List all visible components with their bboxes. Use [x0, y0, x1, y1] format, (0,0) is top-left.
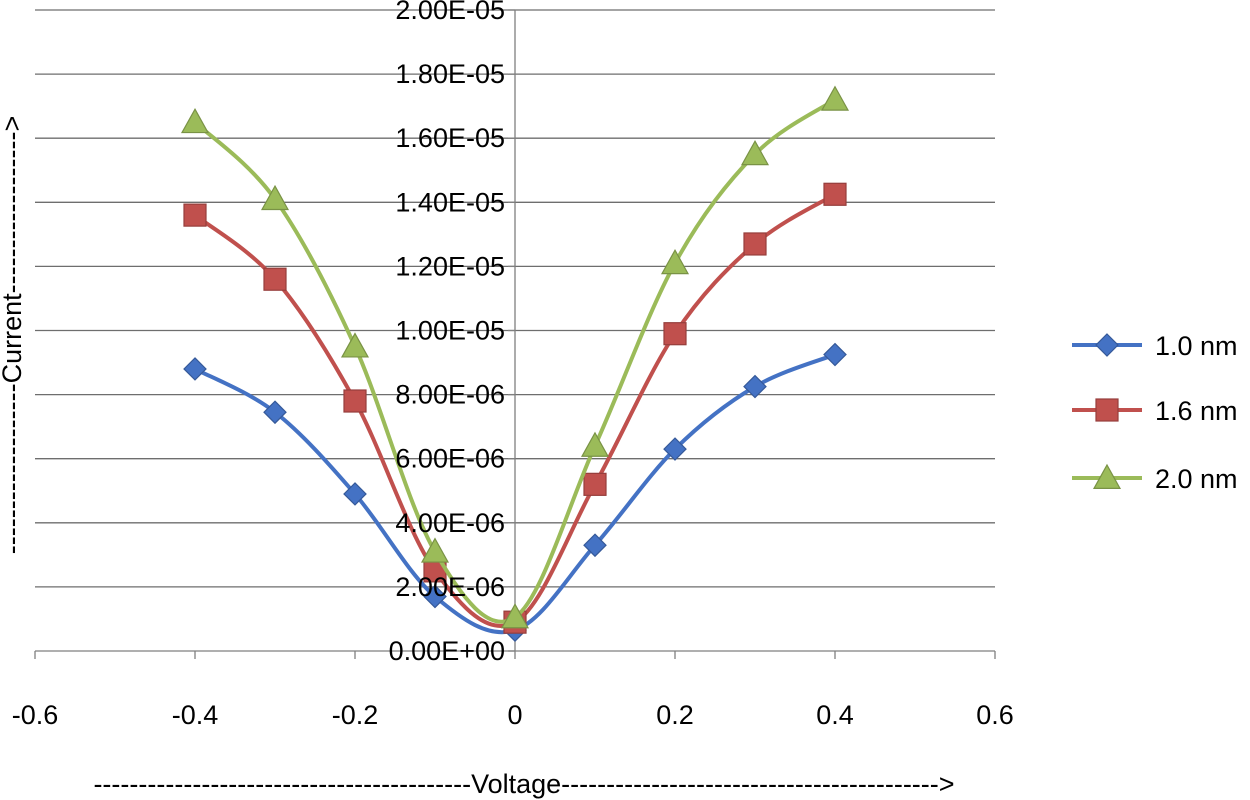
data-point-1-0-nm: [263, 400, 287, 425]
legend: 1.0 nm 1.6 nm 2.0 nm: [1072, 331, 1238, 494]
data-point-1-6-nm: [183, 203, 207, 227]
legend-item-1-6-nm: 1.6 nm: [1072, 396, 1238, 426]
data-point-1-0-nm: [183, 357, 207, 381]
x-tick-label: 0.4: [816, 700, 854, 730]
data-point-2-0-nm: [420, 537, 450, 563]
legend-marker-1-0-nm: [1095, 333, 1119, 357]
data-point-2-0-nm: [820, 85, 850, 111]
data-point-1-6-nm: [743, 232, 767, 256]
series-lines: [180, 85, 850, 643]
legend-marker-2-0-nm: [1092, 463, 1122, 489]
x-tick-labels: -0.6 -0.4 -0.2 0 0.2 0.4 0.6: [12, 700, 1014, 730]
data-point-2-0-nm: [660, 248, 690, 275]
data-point-1-0-nm: [823, 342, 847, 367]
series-2-0-nm: [180, 85, 850, 629]
y-axis-title: -------------------Current--------------…: [0, 116, 27, 554]
x-tick-label: -0.6: [12, 700, 59, 730]
data-point-2-0-nm: [740, 139, 770, 166]
data-point-2-0-nm: [580, 431, 610, 457]
data-point-2-0-nm: [260, 184, 290, 211]
y-tick-label: 1.40E-05: [395, 187, 505, 217]
x-tick-label: 0.2: [656, 700, 694, 730]
y-tick-label: 2.00E-05: [395, 0, 505, 25]
data-point-2-0-nm: [180, 107, 210, 134]
legend-item-2-0-nm: 2.0 nm: [1072, 463, 1238, 494]
y-tick-label: 1.60E-05: [395, 123, 505, 153]
legend-label-1-0-nm: 1.0 nm: [1155, 331, 1238, 361]
data-point-1-0-nm: [343, 482, 367, 506]
data-point-1-6-nm: [663, 322, 687, 346]
legend-label-1-6-nm: 1.6 nm: [1155, 396, 1238, 426]
axes: [34, 9, 996, 659]
data-point-1-0-nm: [583, 533, 607, 558]
legend-label-2-0-nm: 2.0 nm: [1155, 464, 1238, 494]
data-point-1-0-nm: [743, 374, 767, 399]
y-tick-label: 1.20E-05: [395, 251, 505, 281]
y-tick-label: 1.80E-05: [395, 59, 505, 89]
data-point-1-0-nm: [663, 437, 687, 461]
y-tick-labels: 0.00E+00 2.00E-06 4.00E-06 6.00E-06 8.00E-06…: [389, 0, 505, 666]
data-point-1-6-nm: [263, 267, 287, 291]
x-tick-label: 0: [507, 700, 522, 730]
x-tick-label: -0.2: [332, 700, 379, 730]
y-tick-label: 4.00E-06: [395, 508, 505, 538]
x-axis-title: ----------------------------------------…: [93, 769, 954, 799]
legend-item-1-0-nm: 1.0 nm: [1072, 331, 1238, 361]
data-point-1-6-nm: [343, 389, 367, 413]
y-tick-label: 8.00E-06: [395, 380, 505, 410]
y-tick-label: 1.00E-05: [395, 316, 505, 346]
legend-marker-1-6-nm: [1095, 398, 1119, 422]
data-point-1-6-nm: [823, 182, 847, 206]
data-point-2-0-nm: [340, 332, 370, 358]
y-tick-label: 6.00E-06: [395, 444, 505, 474]
data-point-2-0-nm: [500, 603, 530, 629]
y-tick-label: 2.00E-06: [395, 572, 505, 602]
y-tick-label: 0.00E+00: [389, 636, 505, 666]
x-tick-label: 0.6: [976, 700, 1014, 730]
data-point-1-0-nm: [423, 584, 447, 609]
x-tick-label: -0.4: [172, 700, 219, 730]
data-point-1-6-nm: [583, 472, 607, 496]
